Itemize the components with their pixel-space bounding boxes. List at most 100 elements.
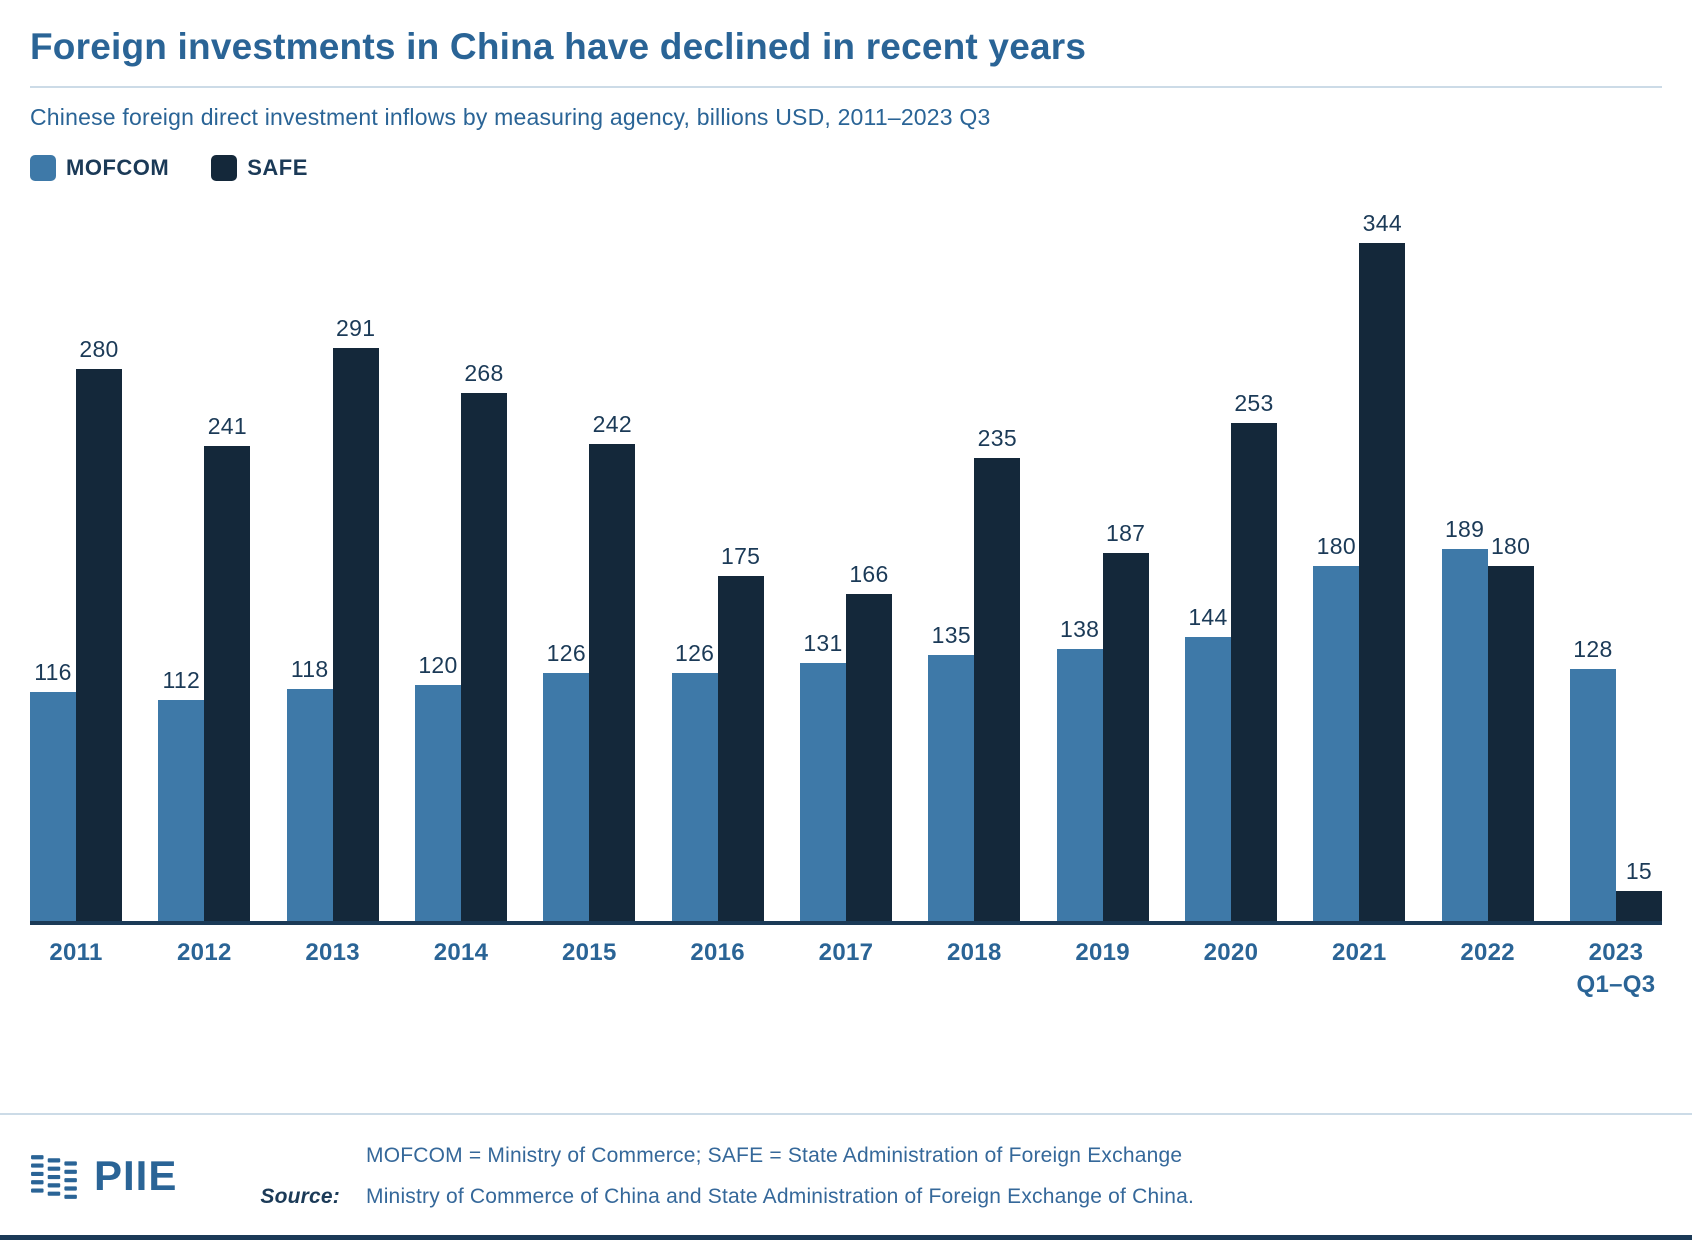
bar-value-label: 126 xyxy=(675,640,715,666)
bar-safe xyxy=(332,348,379,921)
bar-col-safe: 175 xyxy=(717,543,764,921)
bar-col-mofcom: 120 xyxy=(414,652,461,921)
bar-value-label: 268 xyxy=(464,360,504,386)
legend-swatch-mofcom xyxy=(30,155,56,181)
bar-value-label: 144 xyxy=(1188,604,1228,630)
bar-col-mofcom: 116 xyxy=(30,659,76,921)
bar-mofcom xyxy=(1441,549,1488,921)
bar-value-label: 120 xyxy=(418,652,458,678)
bar-col-safe: 15 xyxy=(1615,858,1662,921)
bar-mofcom xyxy=(1056,649,1103,921)
bar-group-2013: 118 291 xyxy=(286,315,379,921)
bar-value-label: 253 xyxy=(1234,390,1274,416)
piie-logo-icon xyxy=(31,1155,77,1199)
bar-col-safe: 235 xyxy=(974,425,1021,921)
bar-col-mofcom: 112 xyxy=(158,667,205,921)
chart-axis: 2011 2012 2013 2014 2015 2016 2017 2018 2019 2020… xyxy=(30,937,1662,1002)
bar-group-2014: 120 268 xyxy=(414,360,507,921)
bar-value-label: 116 xyxy=(34,659,72,685)
footer-divider xyxy=(0,1113,1692,1115)
bar-col-mofcom: 126 xyxy=(543,640,590,921)
bar-value-label: 180 xyxy=(1490,533,1531,559)
bar-group-2016: 126 175 xyxy=(671,543,764,921)
legend-item-safe: SAFE xyxy=(211,155,308,181)
bar-group-2021: 180 344 xyxy=(1313,210,1406,921)
bar-value-label: 235 xyxy=(977,425,1017,451)
bar-col-mofcom: 180 xyxy=(1313,533,1360,921)
bar-col-safe: 291 xyxy=(332,315,379,921)
bar-value-label: 280 xyxy=(79,336,119,362)
bar-group-2023: 128 15 xyxy=(1569,636,1662,921)
bar-col-safe: 253 xyxy=(1230,390,1277,921)
x-axis-label: 2016 xyxy=(690,939,745,966)
x-axis-label: 2013 xyxy=(305,939,360,966)
bar-safe xyxy=(460,393,507,921)
bar-value-label: 241 xyxy=(207,413,247,439)
bar-mofcom xyxy=(928,655,975,921)
footnote-label xyxy=(210,1145,340,1166)
bar-group-2019: 138 187 xyxy=(1056,520,1149,921)
page-title: Foreign investments in China have declin… xyxy=(30,26,1087,67)
bar-col-mofcom: 128 xyxy=(1569,636,1616,921)
bar-group-2017: 131 166 xyxy=(799,561,892,921)
bar-value-label: 138 xyxy=(1059,616,1100,642)
bottom-rule xyxy=(0,1235,1692,1240)
x-axis-label: 2018 xyxy=(947,939,1002,966)
bar-group-2022: 189 180 xyxy=(1441,516,1534,921)
bar-value-label: 180 xyxy=(1316,533,1356,559)
bar-value-label: 128 xyxy=(1573,636,1613,662)
title-divider xyxy=(30,86,1662,88)
bar-group-2015: 126 242 xyxy=(543,411,636,921)
bar-value-label: 242 xyxy=(592,411,632,437)
bar-mofcom xyxy=(671,673,718,921)
bar-col-mofcom: 118 xyxy=(286,656,333,921)
legend-label-mofcom: MOFCOM xyxy=(66,155,170,180)
bar-col-safe: 268 xyxy=(460,360,507,921)
bar-mofcom xyxy=(414,685,461,921)
bar-value-label: 126 xyxy=(546,640,586,666)
bar-safe xyxy=(1230,423,1277,921)
bar-safe xyxy=(204,446,251,921)
bar-safe xyxy=(1359,243,1406,921)
bar-col-mofcom: 144 xyxy=(1184,604,1231,921)
bar-col-safe: 166 xyxy=(845,561,892,921)
bar-value-label: 131 xyxy=(803,630,843,656)
bar-safe xyxy=(974,458,1021,921)
footnote-text: MOFCOM = Ministry of Commerce; SAFE = St… xyxy=(366,1144,1183,1167)
chart-legend: MOFCOM SAFE xyxy=(30,155,1662,181)
bar-safe xyxy=(76,369,122,921)
bar-safe xyxy=(1487,566,1534,921)
bar-mofcom xyxy=(1313,566,1360,921)
bar-group-2011: 116 280 xyxy=(30,336,122,921)
bar-col-safe: 344 xyxy=(1359,210,1406,921)
bar-mofcom xyxy=(799,663,846,921)
bar-value-label: 112 xyxy=(162,667,201,693)
x-axis-label: 2011 xyxy=(49,939,103,966)
bar-safe xyxy=(717,576,764,921)
bar-value-label: 291 xyxy=(336,315,376,341)
x-axis-label: 2022 xyxy=(1460,939,1515,966)
bar-col-mofcom: 126 xyxy=(671,640,718,921)
bar-group-2018: 135 235 xyxy=(928,425,1021,921)
bar-value-label: 344 xyxy=(1362,210,1402,236)
x-axis-label: 2014 xyxy=(433,939,489,966)
x-axis-label: 2023 Q1–Q3 xyxy=(1576,939,1656,999)
bar-value-label: 135 xyxy=(931,622,971,648)
source-text: Ministry of Commerce of China and State … xyxy=(366,1185,1195,1208)
bar-col-mofcom: 189 xyxy=(1441,516,1488,921)
chart-subtitle: Chinese foreign direct investment inflow… xyxy=(30,104,991,130)
x-axis-label: 2019 xyxy=(1075,939,1130,966)
x-axis-label: 2017 xyxy=(818,939,874,966)
x-axis-label: 2020 xyxy=(1203,939,1259,966)
bar-value-label: 175 xyxy=(721,543,761,569)
x-axis-label: 2012 xyxy=(177,939,232,966)
bar-value-label: 118 xyxy=(290,656,329,682)
bar-mofcom xyxy=(1184,637,1231,921)
bar-col-mofcom: 138 xyxy=(1056,616,1103,921)
bar-safe xyxy=(1615,891,1662,921)
bar-col-safe: 187 xyxy=(1102,520,1149,921)
bar-value-label: 189 xyxy=(1444,516,1485,542)
bar-mofcom xyxy=(30,692,76,921)
legend-swatch-safe xyxy=(211,155,238,181)
bar-col-safe: 242 xyxy=(589,411,636,921)
